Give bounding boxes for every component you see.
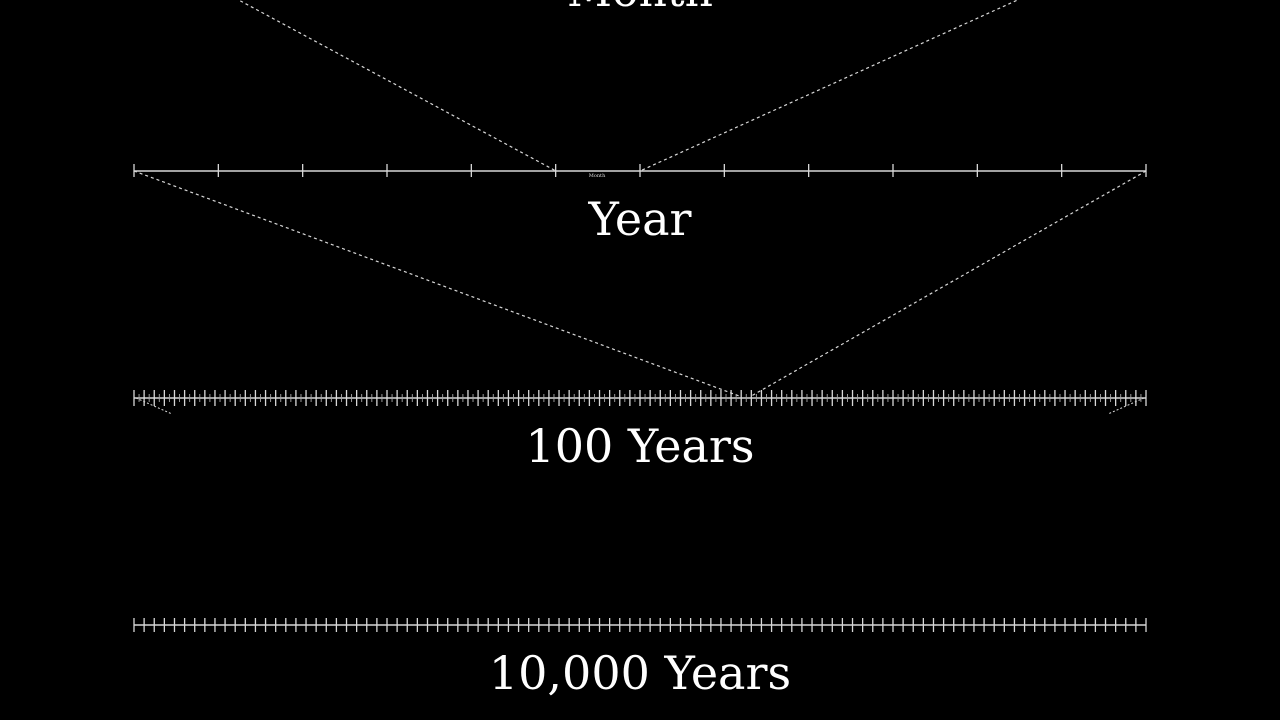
month-label: Month: [567, 0, 713, 17]
century-zoom-connector-left: [135, 397, 173, 415]
tenk-timeline: [133, 618, 1147, 632]
century-timeline-label: 100 Years: [525, 419, 754, 473]
month-zoom-connector-right: [639, 0, 1020, 172]
month-zoom-connector-left: [237, 0, 557, 172]
century-timeline: [133, 390, 1147, 406]
year-timeline: [133, 164, 1147, 177]
month-segment-label: Month: [589, 173, 606, 179]
year-zoom-connector-right: [751, 170, 1147, 397]
zoom-connector-lines: [133, 0, 1147, 415]
century-zoom-connector-right: [1107, 397, 1145, 415]
ten-thousand-years-timeline-label: 10,000 Years: [489, 646, 791, 700]
timeline-axes: [133, 164, 1147, 632]
year-timeline-label: Year: [587, 192, 691, 246]
